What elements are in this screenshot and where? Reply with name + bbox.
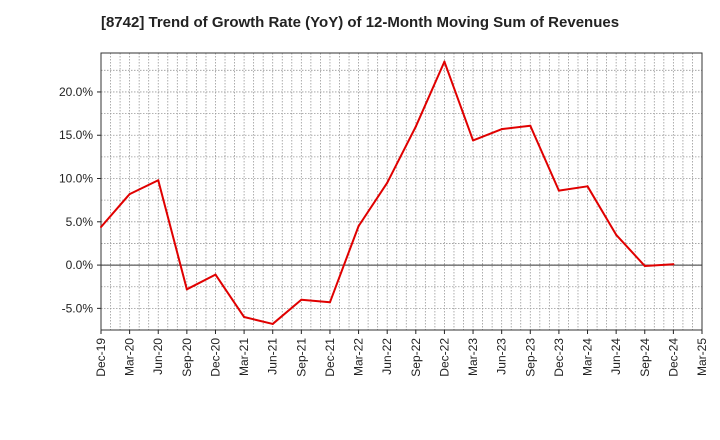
- data-point: [271, 322, 274, 325]
- data-point: [615, 233, 618, 236]
- data-point: [300, 298, 303, 301]
- x-tick-label: Mar-20: [123, 338, 137, 376]
- x-tick-label: Dec-20: [208, 338, 222, 377]
- data-point: [243, 316, 246, 319]
- x-tick-label: Jun-23: [495, 338, 509, 375]
- x-tick-label: Dec-22: [437, 338, 451, 377]
- data-point: [128, 193, 131, 196]
- x-tick-label: Sep-20: [180, 338, 194, 377]
- data-point: [414, 125, 417, 128]
- x-tick-label: Jun-20: [151, 338, 165, 375]
- x-tick-label: Mar-21: [237, 338, 251, 376]
- x-tick-label: Jun-21: [266, 338, 280, 375]
- x-tick-label: Sep-22: [409, 338, 423, 377]
- data-point: [586, 185, 589, 188]
- data-point: [643, 264, 646, 267]
- data-point: [328, 301, 331, 304]
- data-point: [472, 139, 475, 142]
- x-tick-label: Mar-25: [695, 338, 709, 376]
- data-point: [386, 181, 389, 184]
- x-tick-label: Sep-24: [638, 338, 652, 377]
- data-point: [672, 263, 675, 266]
- data-point: [529, 124, 532, 127]
- x-tick-label: Jun-22: [380, 338, 394, 375]
- data-point: [100, 225, 102, 228]
- x-tick-label: Dec-19: [94, 338, 108, 377]
- data-point: [443, 60, 446, 63]
- x-tick-label: Mar-24: [581, 338, 595, 376]
- x-tick-label: Mar-23: [466, 338, 480, 376]
- chart-title: [8742] Trend of Growth Rate (YoY) of 12-…: [100, 14, 620, 31]
- x-tick-label: Sep-21: [294, 338, 308, 377]
- x-tick-label: Dec-21: [323, 338, 337, 377]
- plot-area-border: [100, 52, 703, 331]
- data-point: [557, 189, 560, 192]
- x-tick-label: Jun-24: [609, 338, 623, 375]
- x-tick-label: Sep-23: [523, 338, 537, 377]
- y-tick-label: 15.0%: [59, 128, 93, 142]
- data-point: [357, 225, 360, 228]
- y-tick-label: 20.0%: [59, 85, 93, 99]
- data-point: [214, 273, 217, 276]
- y-tick-label: -5.0%: [62, 301, 94, 315]
- x-tick-label: Dec-24: [666, 338, 680, 377]
- y-tick-label: 10.0%: [59, 172, 93, 186]
- x-tick-label: Mar-22: [352, 338, 366, 376]
- x-tick-label: Dec-23: [552, 338, 566, 377]
- data-point: [157, 179, 160, 182]
- y-tick-label: 5.0%: [66, 215, 94, 229]
- data-point: [185, 288, 188, 291]
- y-tick-label: 0.0%: [66, 258, 94, 272]
- data-point: [500, 128, 503, 131]
